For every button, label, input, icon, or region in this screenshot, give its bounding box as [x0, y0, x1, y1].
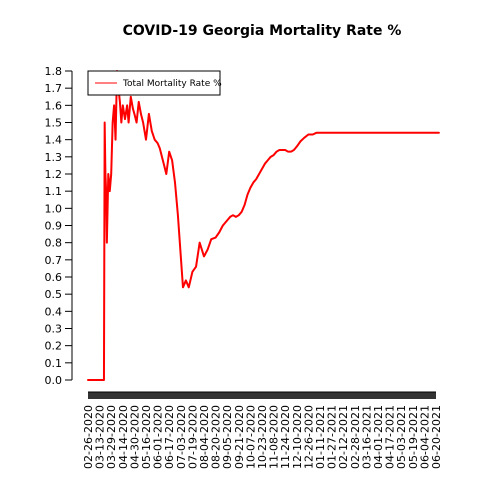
- series-line: [87, 70, 440, 381]
- x-tick-label: 06-04-2021: [418, 405, 431, 469]
- y-tick-label: 0.1: [45, 357, 63, 370]
- y-tick-label: 1.1: [45, 185, 63, 198]
- x-tick-label: 01-11-2021: [314, 405, 327, 469]
- y-tick-label: 1.8: [45, 65, 63, 78]
- x-tick-label: 01-27-2021: [326, 405, 339, 469]
- x-tick-label: 09-05-2020: [221, 405, 234, 469]
- x-tick-label: 06-17-2020: [163, 405, 176, 469]
- x-tick-label: 10-07-2020: [244, 405, 257, 469]
- y-tick-label: 1.7: [45, 82, 63, 95]
- x-tick-label: 12-10-2020: [291, 405, 304, 469]
- y-tick-label: 0.7: [45, 254, 63, 267]
- x-tick-label: 04-14-2020: [117, 405, 130, 469]
- x-tick-label: 11-08-2020: [268, 405, 281, 469]
- y-tick-label: 0.6: [45, 271, 63, 284]
- chart-title: COVID-19 Georgia Mortality Rate %: [123, 23, 402, 39]
- x-tick-label: 04-30-2020: [128, 405, 141, 469]
- x-tick-label: 03-29-2020: [105, 405, 118, 469]
- x-tick-label: 03-13-2020: [94, 405, 107, 469]
- x-axis: 02-26-202003-13-202003-29-202004-14-2020…: [82, 391, 443, 469]
- y-tick-label: 1.3: [45, 151, 63, 164]
- x-tick-label: 09-21-2020: [233, 405, 246, 469]
- x-tick-label: 06-01-2020: [152, 405, 165, 469]
- x-tick-label: 02-26-2020: [82, 405, 95, 469]
- y-tick-label: 0.0: [45, 374, 63, 387]
- x-tick-label: 04-17-2021: [384, 405, 397, 469]
- y-tick-label: 0.9: [45, 220, 63, 233]
- x-tick-label: 10-23-2020: [256, 405, 269, 469]
- x-tick-label: 02-28-2021: [349, 405, 362, 469]
- x-tick-label: 08-20-2020: [210, 405, 223, 469]
- x-tick-label: 11-24-2020: [279, 405, 292, 469]
- x-tick-label: 03-16-2021: [360, 405, 373, 469]
- y-tick-label: 0.8: [45, 237, 63, 250]
- y-tick-label: 0.3: [45, 323, 63, 336]
- x-tick-label: 12-26-2020: [302, 405, 315, 469]
- y-tick-label: 1.2: [45, 168, 63, 181]
- y-tick-label: 1.6: [45, 99, 63, 112]
- y-tick-label: 1.5: [45, 117, 63, 130]
- y-axis: 0.0 0.1 0.2 0.3 0.4 0.5 0.6 0.7 0.8 0.9 1.0 1.1 1.2 1…: [45, 65, 73, 387]
- x-tick-label: 05-03-2021: [395, 405, 408, 469]
- legend-label: Total Mortality Rate %: [122, 79, 222, 89]
- y-tick-label: 0.5: [45, 288, 63, 301]
- x-tick-label: 05-16-2020: [140, 405, 153, 469]
- x-tick-label: 02-12-2021: [337, 405, 350, 469]
- legend: Total Mortality Rate %: [87, 70, 222, 96]
- x-tick-label: 04-01-2021: [372, 405, 385, 469]
- x-tick-label: 05-19-2021: [407, 405, 420, 469]
- y-tick-label: 1.4: [45, 134, 63, 147]
- x-tick-label: 06-20-2021: [430, 405, 443, 469]
- plot-area: [87, 70, 440, 381]
- x-axis-tick-band: [88, 392, 436, 399]
- y-tick-label: 1.0: [45, 202, 63, 215]
- y-tick-label: 0.2: [45, 340, 63, 353]
- y-tick-label: 0.4: [45, 305, 63, 318]
- x-tick-label: 07-19-2020: [186, 405, 199, 469]
- x-tick-label: 07-03-2020: [175, 405, 188, 469]
- x-tick-label: 08-04-2020: [198, 405, 211, 469]
